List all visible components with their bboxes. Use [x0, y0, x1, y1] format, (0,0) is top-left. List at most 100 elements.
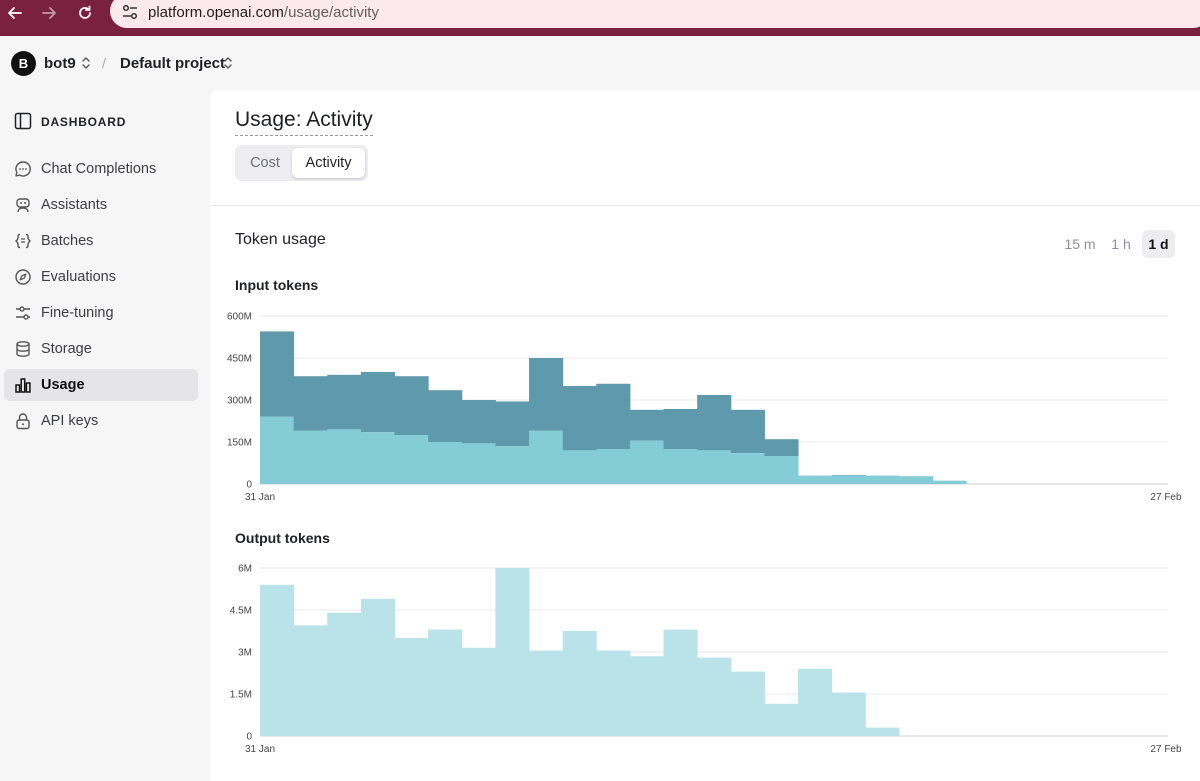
- bar[interactable]: [596, 650, 631, 736]
- bar-lower-segment[interactable]: [865, 475, 900, 484]
- reload-icon[interactable]: [72, 0, 98, 26]
- bar-lower-segment[interactable]: [697, 450, 732, 484]
- sidebar-item-usage[interactable]: Usage: [4, 369, 198, 401]
- bar-lower-segment[interactable]: [764, 456, 799, 484]
- bar-lower-segment[interactable]: [461, 443, 496, 484]
- tab-activity[interactable]: Activity: [292, 148, 365, 178]
- range-1h-button[interactable]: 1 h: [1111, 236, 1131, 252]
- bar-lower-segment[interactable]: [831, 475, 866, 484]
- bar-lower-segment[interactable]: [394, 435, 429, 484]
- bar-lower-segment[interactable]: [730, 453, 765, 484]
- bar-upper-segment[interactable]: [764, 439, 799, 456]
- chevron-updown-icon[interactable]: [222, 56, 234, 70]
- bar-upper-segment[interactable]: [629, 409, 665, 441]
- database-icon: [16, 341, 30, 357]
- bar[interactable]: [529, 650, 564, 736]
- sidebar-item-chat-completions[interactable]: Chat Completions: [4, 153, 198, 185]
- bar[interactable]: [730, 671, 765, 736]
- bar-upper-segment[interactable]: [831, 475, 866, 476]
- chevron-updown-icon[interactable]: [80, 56, 92, 70]
- sidebar-item-batches[interactable]: Batches: [4, 225, 198, 257]
- bar[interactable]: [360, 598, 396, 736]
- sidebar: DASHBOARD Chat Completions Assistants Ba…: [0, 90, 210, 781]
- bar-upper-segment[interactable]: [495, 401, 530, 447]
- bar[interactable]: [461, 647, 496, 736]
- range-1d-button[interactable]: 1 d: [1142, 230, 1175, 258]
- sidebar-item-storage[interactable]: Storage: [4, 333, 198, 365]
- y-tick-label: 0: [246, 480, 252, 491]
- bar[interactable]: [798, 668, 833, 736]
- bar[interactable]: [394, 638, 429, 736]
- bar-upper-segment[interactable]: [596, 383, 631, 449]
- bar-upper-segment[interactable]: [327, 374, 362, 430]
- bar-chart-icon: [15, 378, 31, 393]
- tab-cost[interactable]: Cost: [250, 155, 280, 171]
- site-settings-icon[interactable]: [120, 2, 140, 22]
- bar[interactable]: [428, 629, 463, 736]
- sidebar-item-label: Assistants: [41, 197, 108, 213]
- bar-lower-segment[interactable]: [629, 440, 665, 484]
- range-15m-button[interactable]: 15 m: [1064, 236, 1096, 252]
- bar-lower-segment[interactable]: [562, 450, 597, 484]
- y-tick-label: 4.5M: [230, 606, 252, 617]
- bar-upper-segment[interactable]: [663, 408, 698, 449]
- sidebar-item-assistants[interactable]: Assistants: [4, 189, 198, 221]
- y-tick-label: 300M: [227, 396, 252, 407]
- back-arrow-icon[interactable]: [2, 0, 28, 26]
- bar[interactable]: [663, 629, 698, 736]
- sidebar-toggle-icon[interactable]: [14, 112, 32, 130]
- page-title: Usage: Activity: [235, 108, 373, 136]
- bar-lower-segment[interactable]: [798, 475, 833, 484]
- bar-lower-segment[interactable]: [596, 449, 631, 484]
- input-tokens-chart: 0 150M 300M 450M 600M 31 Jan 27 Feb: [227, 312, 1182, 504]
- bar[interactable]: [495, 568, 530, 736]
- input-tokens-title: Input tokens: [235, 277, 319, 293]
- y-tick-label: 450M: [227, 354, 252, 365]
- compass-icon: [15, 269, 31, 285]
- bar-lower-segment[interactable]: [495, 446, 530, 484]
- sidebar-item-fine-tuning[interactable]: Fine-tuning: [4, 297, 198, 329]
- bar-upper-segment[interactable]: [529, 358, 564, 431]
- bar[interactable]: [865, 727, 900, 736]
- bar[interactable]: [260, 584, 295, 736]
- bar-lower-segment[interactable]: [898, 476, 934, 484]
- bar-lower-segment[interactable]: [293, 430, 328, 484]
- bar-lower-segment[interactable]: [529, 430, 564, 484]
- bar-upper-segment[interactable]: [360, 372, 396, 433]
- bar-upper-segment[interactable]: [260, 331, 295, 417]
- bar-upper-segment[interactable]: [461, 400, 496, 444]
- bar[interactable]: [293, 625, 328, 736]
- project-name[interactable]: Default project: [120, 55, 226, 72]
- bar[interactable]: [831, 692, 866, 736]
- bar[interactable]: [764, 703, 799, 736]
- output-tokens-chart: 0 1.5M 3M 4.5M 6M 31 Jan 27 Feb: [230, 564, 1182, 756]
- avatar[interactable]: B: [11, 51, 36, 76]
- sidebar-item-api-keys[interactable]: API keys: [4, 405, 198, 437]
- forward-arrow-icon[interactable]: [36, 0, 62, 26]
- bar-upper-segment[interactable]: [428, 390, 463, 442]
- bar-upper-segment[interactable]: [394, 376, 429, 435]
- bar-upper-segment[interactable]: [730, 409, 765, 454]
- bar-upper-segment[interactable]: [562, 386, 597, 451]
- x-end-label: 27 Feb: [1150, 492, 1182, 503]
- org-name[interactable]: bot9: [44, 55, 76, 72]
- sidebar-item-evaluations[interactable]: Evaluations: [4, 261, 198, 293]
- bar[interactable]: [327, 612, 362, 736]
- bar-lower-segment[interactable]: [663, 449, 698, 484]
- bar-upper-segment[interactable]: [697, 394, 732, 451]
- bar[interactable]: [562, 631, 597, 736]
- bar-lower-segment[interactable]: [360, 432, 396, 484]
- bar-lower-segment[interactable]: [260, 416, 295, 484]
- divider: [210, 205, 1200, 206]
- bar-lower-segment[interactable]: [428, 442, 463, 484]
- address-bar[interactable]: platform.openai.com/usage/activity: [110, 0, 1200, 28]
- bar-lower-segment[interactable]: [932, 480, 967, 484]
- bar-upper-segment[interactable]: [293, 376, 328, 431]
- y-tick-label: 1.5M: [230, 690, 252, 701]
- sidebar-item-label: Evaluations: [41, 269, 116, 285]
- bar-lower-segment[interactable]: [327, 429, 362, 484]
- bar[interactable]: [629, 656, 665, 736]
- bar[interactable]: [697, 657, 732, 736]
- sidebar-item-label: Batches: [41, 233, 94, 249]
- y-tick-label: 0: [246, 732, 252, 743]
